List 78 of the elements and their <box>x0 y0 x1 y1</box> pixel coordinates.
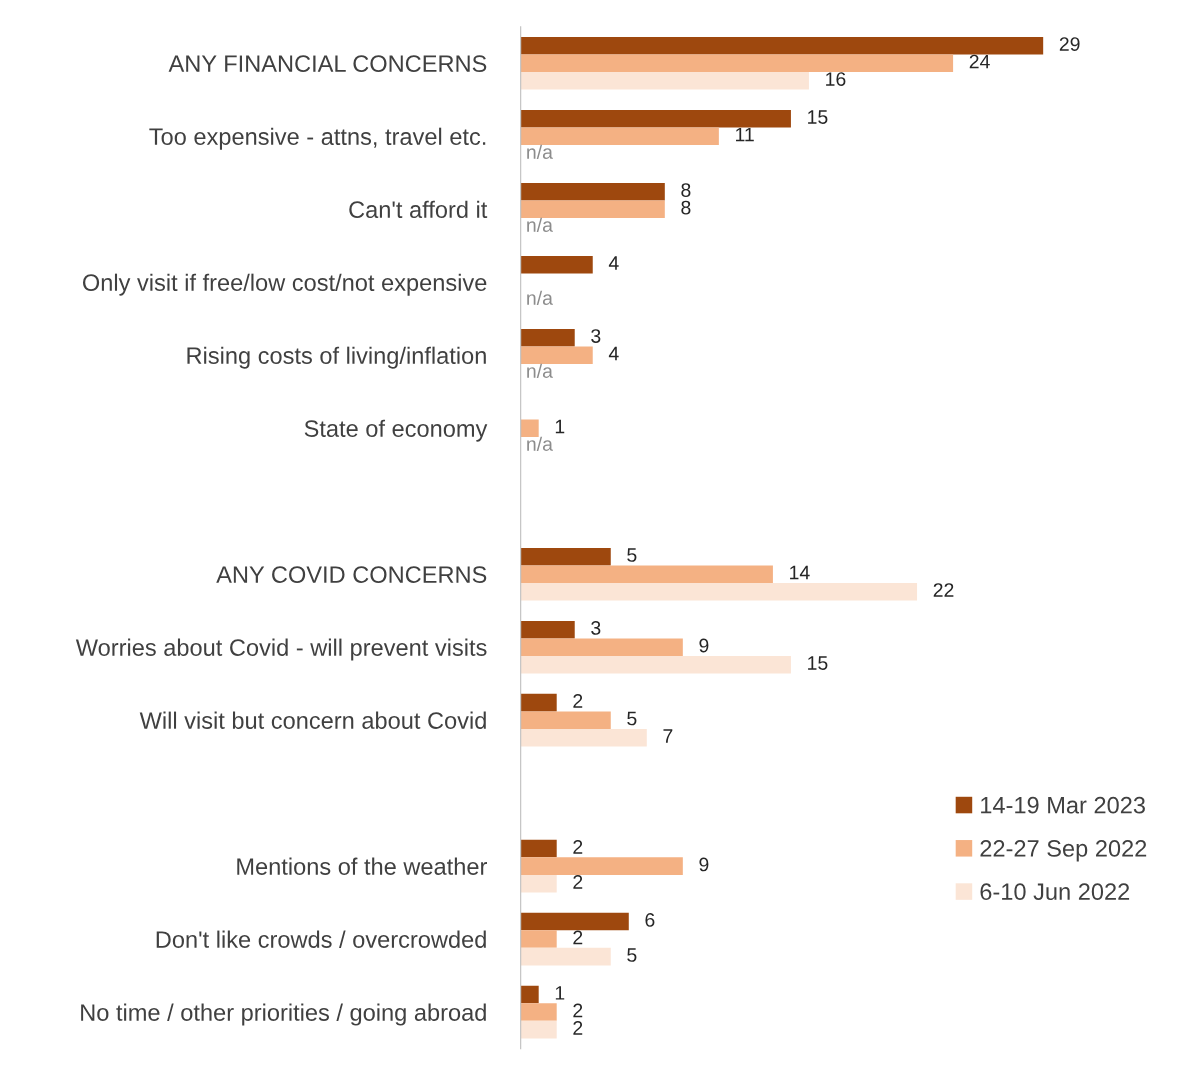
data-label: 22 <box>933 583 954 597</box>
bar <box>520 693 557 712</box>
data-label: 5 <box>627 548 637 562</box>
bar <box>520 711 611 729</box>
data-label: 5 <box>627 948 637 962</box>
bar <box>520 930 557 948</box>
bar <box>520 638 683 656</box>
data-label: 7 <box>663 729 673 743</box>
bar <box>520 947 611 966</box>
bar <box>520 1003 557 1021</box>
bar <box>520 200 665 218</box>
data-label: 2 <box>573 840 583 854</box>
bar <box>520 127 719 145</box>
text: n/a <box>527 436 553 451</box>
y-tick-label: Can't afford it <box>349 200 488 219</box>
legend-label: 14-19 Mar 2023 <box>981 796 1145 814</box>
y-tick-label: Worries about Covid - will prevent visits <box>75 638 487 661</box>
legend-label: 22-27 Sep 2022 <box>980 840 1147 862</box>
y-tick-label: Rising costs of living/inflation <box>187 346 486 369</box>
bar <box>520 346 593 364</box>
data-label: 8 <box>681 183 691 197</box>
data-label: 11 <box>736 127 754 142</box>
data-label: 3 <box>591 621 601 635</box>
data-label: 14 <box>790 565 810 580</box>
text: n/a <box>527 144 553 159</box>
data-label: 24 <box>969 54 990 69</box>
data-label: 16 <box>826 72 846 86</box>
data-label: 5 <box>627 711 637 726</box>
data-label: 9 <box>699 857 709 872</box>
bar <box>520 54 954 72</box>
bar <box>520 874 557 893</box>
y-tick-label: No time / other priorities / going abroad <box>81 1003 486 1026</box>
data-label: 9 <box>699 638 709 653</box>
data-label: 29 <box>1059 37 1080 51</box>
bar <box>520 839 557 858</box>
data-label: 1 <box>555 419 565 434</box>
data-label: 2 <box>573 1003 583 1018</box>
bar <box>520 620 575 639</box>
data-label: 6 <box>645 913 655 927</box>
y-tick-label: Mentions of the weather <box>237 857 487 875</box>
bar <box>520 182 665 201</box>
y-tick-label: Only visit if free/low cost/not expensive <box>82 273 487 296</box>
bar <box>520 728 647 747</box>
data-label: 2 <box>573 694 583 708</box>
y-tick-label: State of economy <box>304 419 488 442</box>
bar <box>520 655 791 674</box>
data-label: 8 <box>681 200 691 215</box>
y-tick-label: Don't like crowds / overcrowded <box>156 930 486 948</box>
bar <box>520 985 539 1004</box>
y-tick-label: ANY FINANCIAL CONCERNS <box>168 55 487 73</box>
text: n/a <box>527 363 553 378</box>
bar <box>520 582 918 601</box>
data-label: 2 <box>573 1021 583 1035</box>
bar <box>520 419 539 437</box>
bar <box>520 857 683 875</box>
bar <box>520 72 809 90</box>
data-label: 15 <box>808 656 828 670</box>
data-label: 3 <box>591 329 601 343</box>
bar <box>520 547 611 566</box>
bar <box>520 328 575 347</box>
y-tick-label: Too expensive - attns, travel etc. <box>149 127 486 150</box>
data-label: 2 <box>573 875 583 889</box>
y-tick-label: ANY COVID CONCERNS <box>216 566 487 583</box>
legend-label: 6-10 Jun 2022 <box>980 883 1130 901</box>
bar <box>520 912 629 931</box>
bar <box>520 109 791 128</box>
text: n/a <box>527 217 553 232</box>
bar <box>520 565 773 583</box>
data-label: 15 <box>808 110 828 124</box>
data-label: 2 <box>573 930 583 945</box>
bar <box>520 1020 557 1039</box>
bar <box>520 36 1044 55</box>
bar <box>520 255 593 274</box>
data-label: 1 <box>555 986 565 1000</box>
data-label: 4 <box>608 346 619 361</box>
y-tick-label: Will visit but concern about Covid <box>139 711 486 729</box>
data-label: 4 <box>608 256 619 270</box>
text: n/a <box>527 290 553 305</box>
